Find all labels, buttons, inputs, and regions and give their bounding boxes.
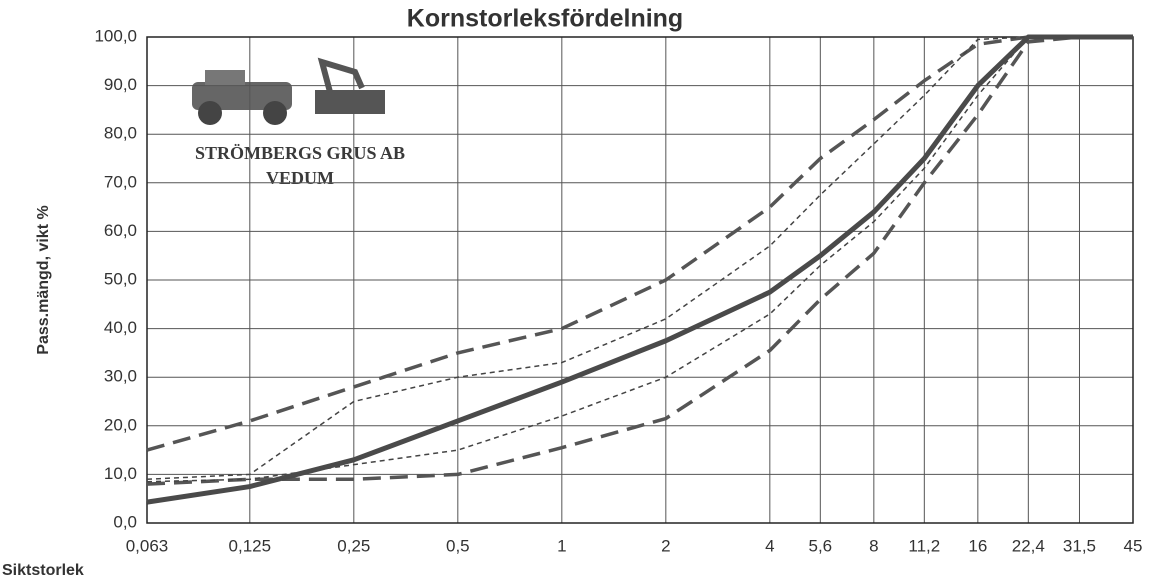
x-tick-label: 0,5 [446, 536, 470, 555]
y-tick-label: 50,0 [104, 269, 137, 288]
x-tick-label: 0,063 [126, 536, 169, 555]
y-axis-label: Pass.mängd, vikt % [35, 205, 52, 354]
y-tick-label: 70,0 [104, 172, 137, 191]
x-tick-label: 0,125 [229, 536, 272, 555]
x-tick-label: 31,5 [1063, 536, 1096, 555]
logo-text: VEDUM [266, 168, 334, 188]
series-line [146, 35, 1133, 486]
plot-border [146, 36, 1134, 524]
logo-arm [317, 57, 365, 93]
x-tick-label: 45 [1124, 536, 1143, 555]
y-tick-label: 10,0 [104, 464, 137, 483]
series-line [146, 34, 1133, 505]
series-line [146, 36, 1133, 483]
logo-wheel [263, 101, 287, 125]
logo-wheel [198, 101, 222, 125]
logo-machine [205, 70, 245, 86]
y-tick-label: 100,0 [94, 26, 137, 45]
x-tick-label: 1 [557, 536, 566, 555]
logo-machine [192, 82, 292, 110]
x-axis-label: Siktstorlek [2, 562, 84, 579]
series-line [146, 36, 1133, 481]
y-tick-label: 60,0 [104, 221, 137, 240]
y-tick-label: 30,0 [104, 367, 137, 386]
y-tick-label: 90,0 [104, 75, 137, 94]
logo-machine [315, 90, 385, 114]
x-tick-label: 5,6 [808, 536, 832, 555]
y-tick-label: 80,0 [104, 124, 137, 143]
x-tick-label: 2 [661, 536, 670, 555]
x-tick-label: 22,4 [1012, 536, 1045, 555]
x-tick-label: 0,25 [337, 536, 370, 555]
series-line [146, 35, 1133, 452]
x-tick-label: 8 [869, 536, 878, 555]
y-tick-label: 20,0 [104, 415, 137, 434]
chart-title: Kornstorleksfördelning [407, 5, 683, 33]
x-tick-label: 11,2 [908, 536, 940, 555]
logo-text: STRÖMBERGS GRUS AB [195, 143, 405, 163]
y-tick-label: 0,0 [113, 512, 137, 531]
x-tick-label: 16 [968, 536, 987, 555]
x-tick-label: 4 [765, 536, 774, 555]
y-tick-label: 40,0 [104, 318, 137, 337]
